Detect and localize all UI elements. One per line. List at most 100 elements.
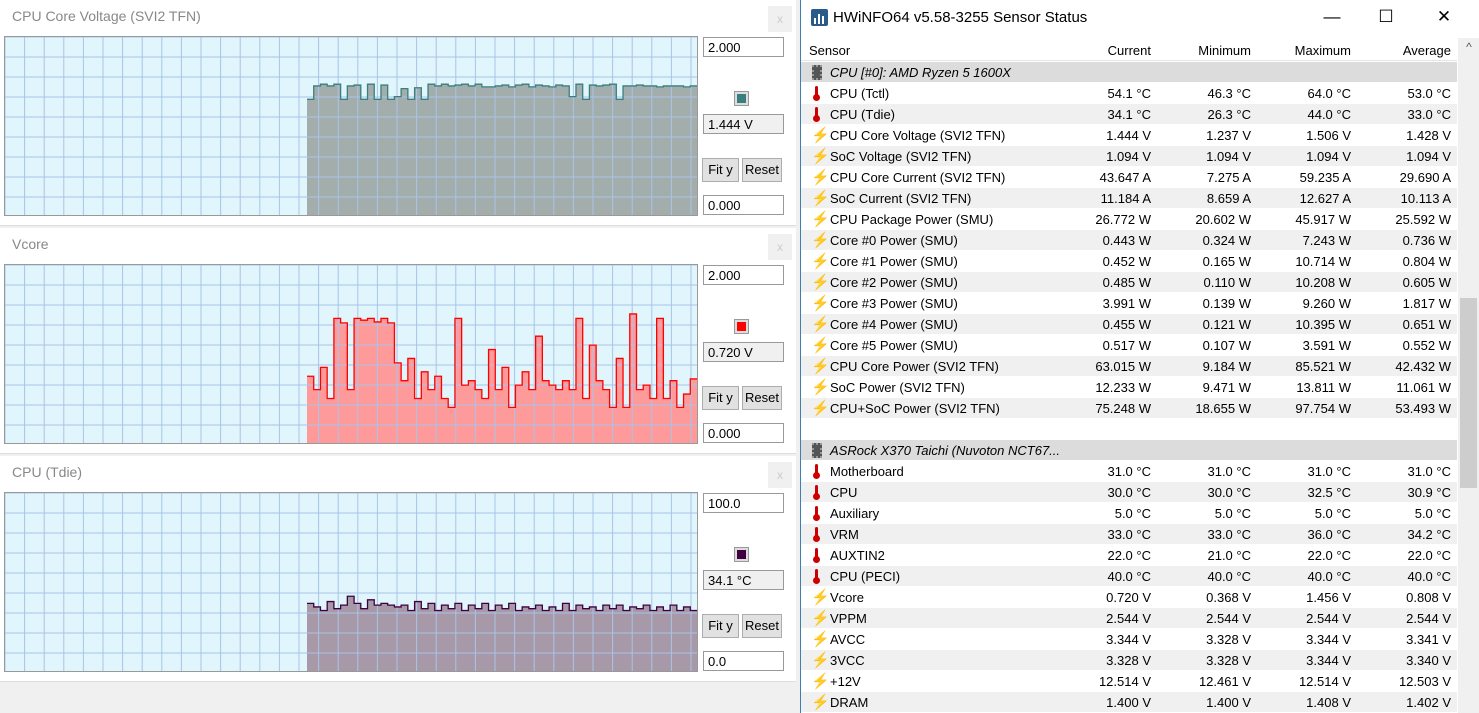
chip-icon <box>812 443 822 458</box>
column-maximum[interactable]: Maximum <box>1294 43 1351 58</box>
blank-row[interactable] <box>801 419 1457 440</box>
sensor-name: Core #0 Power (SMU) <box>830 233 958 248</box>
sensor-value: 7.243 W <box>1302 233 1351 248</box>
fit-y-button[interactable]: Fit y <box>702 386 739 410</box>
vertical-scrollbar[interactable]: ^ <box>1458 38 1479 713</box>
sensor-row[interactable]: Auxiliary 5.0 °C 5.0 °C 5.0 °C 5.0 °C <box>801 503 1457 524</box>
sensor-row[interactable]: ⚡ DRAM 1.400 V 1.400 V 1.408 V 1.402 V <box>801 692 1457 713</box>
sensor-table: CPU [#0]: AMD Ryzen 5 1600X CPU (Tctl) 54.… <box>801 62 1457 713</box>
sensor-row[interactable]: ⚡ Core #1 Power (SMU) 0.452 W 0.165 W 10.714… <box>801 251 1457 272</box>
sensor-row[interactable]: CPU (Tdie) 34.1 °C 26.3 °C 44.0 °C 33.0 °C <box>801 104 1457 125</box>
sensor-row[interactable]: ⚡ CPU Package Power (SMU) 26.772 W 20.602 W… <box>801 209 1457 230</box>
current-value: 34.1 °C <box>703 570 784 590</box>
sensor-row[interactable]: ⚡ Core #0 Power (SMU) 0.443 W 0.324 W 7.243 … <box>801 230 1457 251</box>
sensor-row[interactable]: ⚡ SoC Power (SVI2 TFN) 12.233 W 9.471 W 13.8… <box>801 377 1457 398</box>
sensor-value: 1.400 V <box>1206 695 1251 710</box>
scroll-up-icon[interactable]: ^ <box>1466 40 1472 54</box>
sensor-value: 18.655 W <box>1195 401 1251 416</box>
scrollbar-thumb[interactable] <box>1460 298 1477 488</box>
sensor-value: 36.0 °C <box>1307 527 1351 542</box>
sensor-value: 30.0 °C <box>1207 485 1251 500</box>
bolt-icon: ⚡ <box>811 232 830 249</box>
graph-plot <box>4 264 698 444</box>
graph-line <box>307 83 697 100</box>
graph-line <box>307 595 697 612</box>
sensor-row[interactable]: ⚡ +12V 12.514 V 12.461 V 12.514 V 12.503 V <box>801 671 1457 692</box>
close-graph-button[interactable]: x <box>768 462 792 488</box>
sensor-value: 53.0 °C <box>1407 86 1451 101</box>
sensor-row[interactable]: VRM 33.0 °C 33.0 °C 36.0 °C 34.2 °C <box>801 524 1457 545</box>
sensor-value: 3.340 V <box>1406 653 1451 668</box>
sensor-row[interactable]: ⚡ Core #3 Power (SMU) 3.991 W 0.139 W 9.260 … <box>801 293 1457 314</box>
sensor-value: 34.1 °C <box>1107 107 1151 122</box>
reset-button[interactable]: Reset <box>742 386 782 410</box>
close-graph-button[interactable]: x <box>768 234 792 260</box>
sensor-row[interactable]: ⚡ 3VCC 3.328 V 3.328 V 3.344 V 3.340 V <box>801 650 1457 671</box>
sensor-value: 34.2 °C <box>1407 527 1451 542</box>
sensor-name: CPU Core Current (SVI2 TFN) <box>830 170 1006 185</box>
sensor-value: 9.184 W <box>1202 359 1251 374</box>
y-min-input[interactable]: 0.000 <box>703 423 784 443</box>
sensor-status-window: HWiNFO64 v5.58-3255 Sensor Status — ☐ ✕ … <box>800 0 1479 713</box>
thermometer-icon <box>813 506 820 521</box>
fit-y-button[interactable]: Fit y <box>702 158 739 182</box>
sensor-value: 8.659 A <box>1206 191 1251 206</box>
reset-button[interactable]: Reset <box>742 158 782 182</box>
color-swatch[interactable] <box>734 547 749 562</box>
sensor-row[interactable]: ⚡ CPU Core Voltage (SVI2 TFN) 1.444 V 1.237… <box>801 125 1457 146</box>
column-sensor[interactable]: Sensor <box>809 43 851 58</box>
maximize-button[interactable]: ☐ <box>1378 7 1394 26</box>
sensor-row[interactable]: Motherboard 31.0 °C 31.0 °C 31.0 °C 31.0 °C <box>801 461 1457 482</box>
sensor-value: 2.544 V <box>1306 611 1351 626</box>
y-min-input[interactable]: 0.000 <box>703 195 784 215</box>
color-swatch[interactable] <box>734 91 749 106</box>
sensor-value: 1.237 V <box>1206 128 1251 143</box>
sensor-row[interactable]: ⚡ SoC Voltage (SVI2 TFN) 1.094 V 1.094 V 1.0… <box>801 146 1457 167</box>
sensor-row[interactable]: ⚡ CPU Core Current (SVI2 TFN) 43.647 A 7.27… <box>801 167 1457 188</box>
y-max-input[interactable]: 2.000 <box>703 265 784 285</box>
column-minimum[interactable]: Minimum <box>1198 43 1251 58</box>
sensor-row[interactable]: ⚡ VPPM 2.544 V 2.544 V 2.544 V 2.544 V <box>801 608 1457 629</box>
sensor-value: 0.651 W <box>1402 317 1451 332</box>
minimize-button[interactable]: — <box>1323 7 1341 26</box>
sensor-name: SoC Voltage (SVI2 TFN) <box>830 149 972 164</box>
close-graph-button[interactable]: x <box>768 6 792 32</box>
column-current[interactable]: Current <box>1107 43 1151 58</box>
sensor-row[interactable]: AUXTIN2 22.0 °C 21.0 °C 22.0 °C 22.0 °C <box>801 545 1457 566</box>
color-swatch[interactable] <box>734 319 749 334</box>
sensor-row[interactable]: CPU (Tctl) 54.1 °C 46.3 °C 64.0 °C 53.0 °C <box>801 83 1457 104</box>
bolt-icon: ⚡ <box>811 610 830 627</box>
y-max-input[interactable]: 2.000 <box>703 37 784 57</box>
graph-area <box>307 596 697 671</box>
bolt-icon: ⚡ <box>811 253 830 270</box>
sensor-value: 54.1 °C <box>1107 86 1151 101</box>
sensor-value: 10.113 A <box>1400 191 1451 206</box>
sensor-value: 0.455 W <box>1102 317 1151 332</box>
close-button[interactable]: ✕ <box>1436 7 1452 26</box>
sensor-row[interactable]: ⚡ AVCC 3.344 V 3.328 V 3.344 V 3.341 V <box>801 629 1457 650</box>
sensor-row[interactable]: ⚡ CPU+SoC Power (SVI2 TFN) 75.248 W 18.655 … <box>801 398 1457 419</box>
sensor-row[interactable]: CPU 30.0 °C 30.0 °C 32.5 °C 30.9 °C <box>801 482 1457 503</box>
sensor-row[interactable]: ⚡ CPU Core Power (SVI2 TFN) 63.015 W 9.184 … <box>801 356 1457 377</box>
reset-button[interactable]: Reset <box>742 614 782 638</box>
sensor-value: 1.094 V <box>1306 149 1351 164</box>
sensor-group-row[interactable]: CPU [#0]: AMD Ryzen 5 1600X <box>801 62 1457 83</box>
graph-panel: CPU Core Voltage (SVI2 TFN) x 2.000 1.44… <box>0 0 796 226</box>
sensor-name: AUXTIN2 <box>830 548 885 563</box>
y-min-input[interactable]: 0.0 <box>703 651 784 671</box>
sensor-value: 30.0 °C <box>1107 485 1151 500</box>
sensor-value: 46.3 °C <box>1207 86 1251 101</box>
sensor-row[interactable]: ⚡ SoC Current (SVI2 TFN) 11.184 A 8.659 A 12… <box>801 188 1457 209</box>
sensor-row[interactable]: ⚡ Core #4 Power (SMU) 0.455 W 0.121 W 10.395… <box>801 314 1457 335</box>
sensor-row[interactable]: ⚡ Vcore 0.720 V 0.368 V 1.456 V 0.808 V <box>801 587 1457 608</box>
column-average[interactable]: Average <box>1402 43 1451 58</box>
fit-y-button[interactable]: Fit y <box>702 614 739 638</box>
sensor-group-row[interactable]: ASRock X370 Taichi (Nuvoton NCT67... <box>801 440 1457 461</box>
y-max-input[interactable]: 100.0 <box>703 493 784 513</box>
graph-title: Vcore <box>12 236 49 252</box>
sensor-row[interactable]: CPU (PECI) 40.0 °C 40.0 °C 40.0 °C 40.0 °C <box>801 566 1457 587</box>
title-bar: HWiNFO64 v5.58-3255 Sensor Status — ☐ ✕ <box>801 0 1479 36</box>
sensor-row[interactable]: ⚡ Core #5 Power (SMU) 0.517 W 0.107 W 3.591 … <box>801 335 1457 356</box>
sensor-row[interactable]: ⚡ Core #2 Power (SMU) 0.485 W 0.110 W 10.208… <box>801 272 1457 293</box>
sensor-name: VRM <box>830 527 859 542</box>
